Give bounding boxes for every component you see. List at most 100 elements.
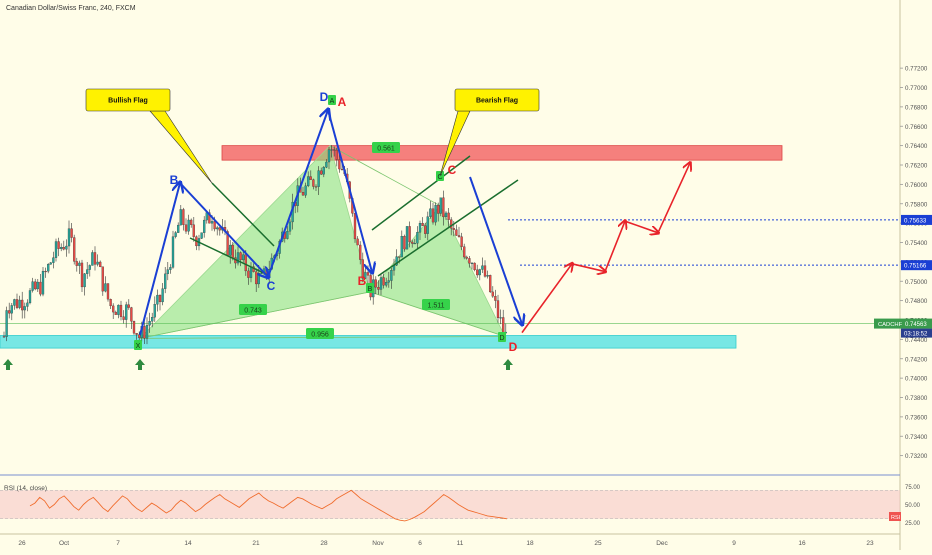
candle-body (190, 219, 193, 225)
callout-box (85, 88, 171, 112)
candle-body (244, 254, 247, 272)
ratio-label: 0.743 (244, 308, 262, 315)
candle-body (13, 299, 16, 306)
candle-body (320, 170, 323, 175)
candle-body (229, 244, 232, 256)
candle-body (452, 228, 455, 230)
flag-channel-line (377, 179, 519, 277)
projection-arrow (521, 264, 572, 334)
pattern-point-badge (498, 332, 506, 342)
candle-body (483, 265, 487, 277)
wave-arrow-blue (469, 176, 522, 324)
x-tick-label: 26 (18, 540, 26, 547)
x-tick-label: Nov (372, 540, 384, 547)
last-price-badge (874, 318, 932, 329)
candle-body (65, 245, 68, 250)
candle-body (478, 269, 481, 276)
candle-body (247, 270, 250, 278)
candle-body (145, 325, 149, 339)
candle-body (132, 321, 136, 334)
pattern-ratio-line (369, 291, 506, 337)
ratio-badge (422, 299, 450, 310)
y-tick-label: 0.73400 (905, 434, 928, 441)
candle-body (28, 290, 32, 304)
candle-body (424, 225, 427, 234)
candle-body (80, 262, 84, 288)
candle-body (109, 298, 112, 307)
ratio-badge (239, 304, 267, 315)
rsi-tick-label: 75.00 (905, 485, 921, 491)
candle-body (476, 269, 479, 276)
x-tick-label: 18 (526, 540, 534, 547)
candle-body (23, 306, 26, 311)
candle-body (218, 227, 221, 231)
candle-body (151, 317, 154, 322)
candle-body (49, 262, 52, 265)
chart-title: Canadian Dollar/Swiss Franc, 240, FXCM (6, 5, 136, 12)
pattern-point-label: D (499, 335, 504, 342)
x-tick-label: 28 (320, 540, 328, 547)
candle-body (312, 179, 315, 187)
candle-body (34, 281, 37, 290)
candle-body (314, 186, 318, 188)
flag-channel-line (189, 237, 269, 276)
candle-body (499, 317, 502, 319)
candle-body (374, 279, 377, 288)
candle-body (288, 221, 292, 232)
flag-channel-line (211, 182, 275, 247)
candle-body (91, 252, 94, 266)
rsi-badge (889, 512, 901, 521)
candle-body (73, 237, 76, 262)
pattern-point-label: A (330, 98, 335, 105)
candle-body (489, 275, 492, 293)
candle-body (486, 275, 489, 277)
candle-body (385, 282, 388, 286)
buy-arrow-marker (503, 359, 513, 370)
candle-body (41, 270, 45, 295)
candle-body (127, 304, 130, 308)
x-tick-label: 16 (798, 540, 806, 547)
candle-body (10, 305, 13, 314)
pattern-point-label: X (136, 343, 141, 350)
marked-level-label: 0.75166 (904, 263, 927, 270)
candle-body (143, 326, 146, 339)
candle-body (481, 265, 484, 270)
candle-body (473, 262, 476, 271)
candle-body (18, 299, 21, 308)
candle-body (333, 149, 336, 151)
candle-body (338, 159, 341, 170)
flag-channel-line (371, 155, 471, 231)
callout-box (454, 88, 540, 112)
x-tick-label: Dec (656, 540, 668, 547)
candle-body (164, 273, 167, 289)
candle-body (455, 229, 458, 236)
candle-body (236, 252, 240, 264)
candle-body (359, 244, 362, 260)
candle-body (122, 316, 125, 320)
candle-body (450, 219, 453, 229)
candle-body (15, 299, 19, 308)
candle-body (112, 305, 115, 313)
candle-body (192, 224, 195, 237)
marked-level-label: 0.75633 (904, 217, 927, 224)
candle-body (465, 256, 468, 259)
candle-body (416, 232, 419, 244)
y-tick-label: 0.75800 (905, 201, 928, 208)
candle-body (200, 232, 203, 239)
y-tick-label: 0.73600 (905, 414, 928, 421)
x-tick-label: 21 (252, 540, 260, 547)
pattern-point-badge (134, 340, 142, 350)
candle-body (426, 216, 429, 234)
candle-body (8, 310, 11, 314)
candle-body (5, 310, 8, 337)
rsi-band (0, 490, 900, 519)
last-price-label: 0.74563 (905, 322, 927, 328)
candle-body (387, 280, 390, 283)
candle-body (335, 149, 338, 160)
y-tick-label: 0.74400 (905, 337, 928, 344)
candle-body (104, 283, 107, 292)
candle-body (216, 227, 219, 230)
candle-body (413, 243, 416, 245)
